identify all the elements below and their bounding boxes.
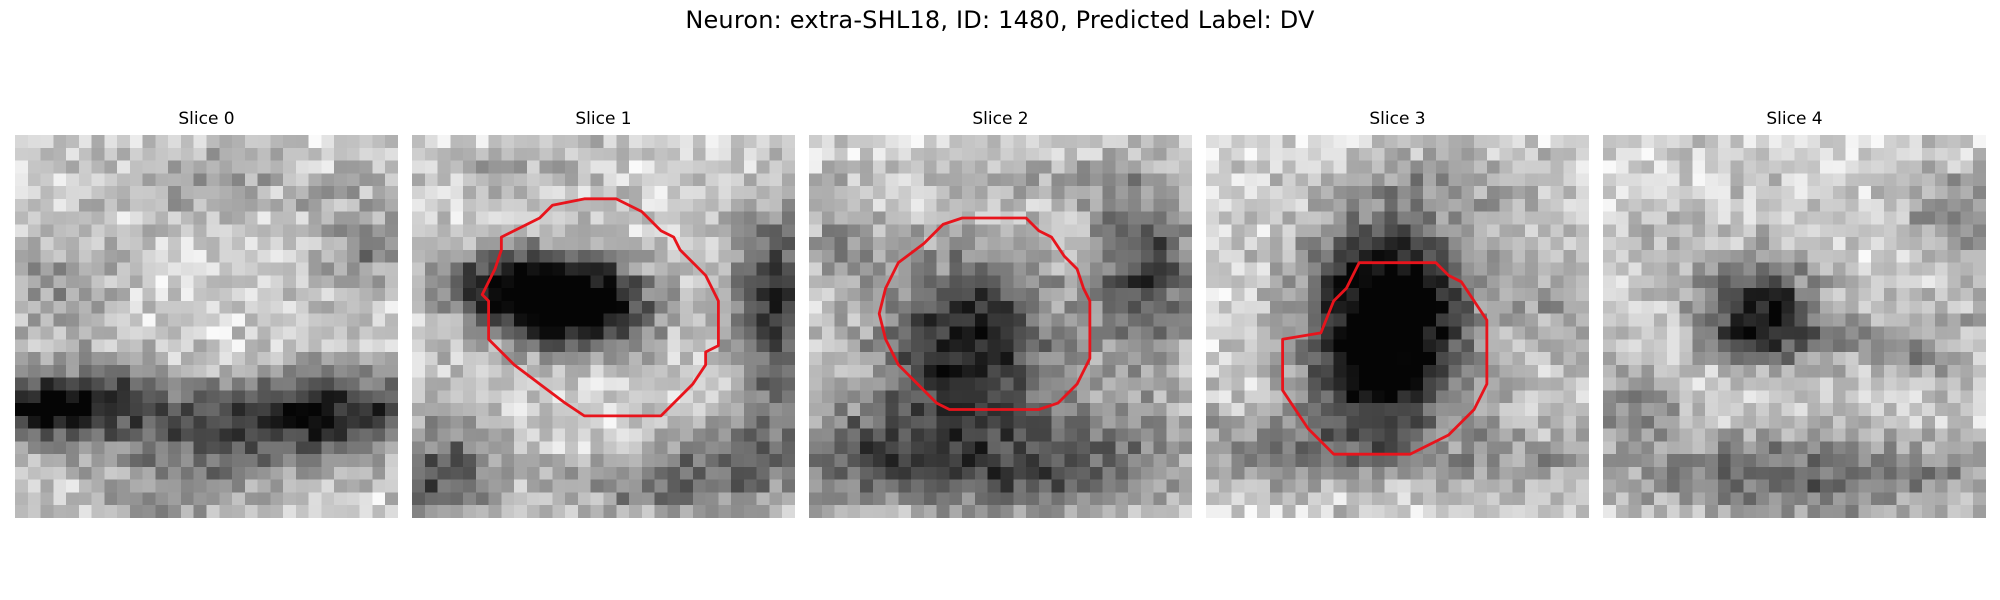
slice-title-3: Slice 3: [1369, 109, 1426, 129]
slice-image-4: [1603, 135, 1986, 518]
pixel-grid: [809, 135, 1192, 518]
pixel-grid: [412, 135, 795, 518]
slice-image-1: [412, 135, 795, 518]
slice-title-0: Slice 0: [178, 109, 235, 129]
pixel-grid: [1603, 135, 1986, 518]
pixel-grid: [15, 135, 398, 518]
roi-outline: [480, 197, 720, 418]
roi-outline: [1281, 261, 1489, 456]
slice-title-1: Slice 1: [575, 109, 632, 129]
slice-image-2: [809, 135, 1192, 518]
slice-panel-1: Slice 1: [412, 107, 795, 518]
slice-image-3: [1206, 135, 1589, 518]
slice-panel-3: Slice 3: [1206, 107, 1589, 518]
slice-panel-0: Slice 0: [15, 107, 398, 518]
slice-panel-4: Slice 4: [1603, 107, 1986, 518]
slice-panel-2: Slice 2: [809, 107, 1192, 518]
slice-title-4: Slice 4: [1766, 109, 1823, 129]
figure-title: Neuron: extra-SHL18, ID: 1480, Predicted…: [685, 6, 1315, 34]
slice-image-0: [15, 135, 398, 518]
pixel-grid: [1206, 135, 1589, 518]
slice-title-2: Slice 2: [972, 109, 1029, 129]
roi-outline: [877, 216, 1092, 411]
